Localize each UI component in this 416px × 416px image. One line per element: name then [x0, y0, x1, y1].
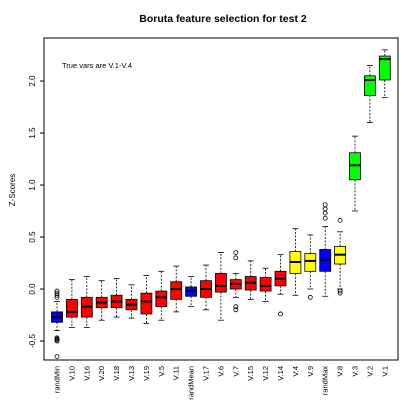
- x-category-label: V.10: [67, 366, 76, 381]
- box-V.17: [200, 264, 212, 311]
- y-tick-label: 1.5: [28, 127, 37, 139]
- box-body: [214, 272, 227, 293]
- box-V.5: [155, 270, 168, 321]
- box-body: [363, 75, 376, 96]
- y-axis: -0.5 0.0 0.5 1.0 1.5 2.0: [28, 75, 44, 348]
- y-tick-label: 0.0: [28, 283, 37, 295]
- x-category-label: randMin: [53, 366, 62, 393]
- y-tick-label: 2.0: [28, 75, 37, 87]
- outlier-point: [233, 250, 239, 256]
- x-category-label: V.13: [127, 366, 136, 381]
- box-V.8: [334, 217, 347, 296]
- x-axis-category-labels: randMin V.10 V.16 V.20 V.18 V.13 V.19 V.5 V.11 ra…: [53, 366, 390, 400]
- x-category-label: V.12: [261, 366, 270, 381]
- outlier-point: [337, 288, 343, 294]
- outlier-point: [233, 255, 239, 261]
- box-V.4: [289, 228, 302, 296]
- outlier-point: [54, 354, 60, 360]
- y-axis-label: Z-Scores: [8, 174, 17, 206]
- x-category-label: V.15: [246, 366, 255, 381]
- x-category-label: V.18: [112, 366, 121, 381]
- box-body: [378, 55, 391, 81]
- box-V.14: [274, 254, 287, 317]
- x-category-label: V.5: [157, 366, 166, 377]
- box-body: [170, 281, 183, 300]
- y-tick-label: 1.0: [28, 179, 37, 191]
- x-category-label: V.20: [97, 366, 106, 381]
- box-V.13: [125, 284, 138, 319]
- outlier-point: [278, 311, 283, 317]
- box-randMin: [51, 288, 63, 360]
- x-category-label: V.19: [142, 366, 151, 381]
- box-V.3: [349, 135, 361, 212]
- x-category-label: V.14: [276, 366, 285, 381]
- outlier-point: [233, 307, 239, 313]
- box-V.7: [229, 250, 242, 313]
- box-body: [349, 152, 361, 181]
- box-body: [304, 253, 317, 272]
- outlier-point: [322, 210, 328, 216]
- x-category-label: V.9: [306, 366, 315, 377]
- box-body: [155, 290, 168, 308]
- box-body: [259, 277, 272, 292]
- box-V.11: [170, 265, 183, 313]
- box-V.20: [95, 280, 108, 321]
- outlier-point: [322, 215, 328, 221]
- y-tick-label: -0.5: [28, 334, 37, 348]
- box-V.19: [140, 275, 153, 324]
- box-V.12: [259, 267, 272, 302]
- box-randMean: [185, 276, 198, 308]
- box-V.15: [244, 260, 257, 300]
- box-V.16: [80, 276, 93, 328]
- x-category-label: V.6: [216, 366, 225, 377]
- x-category-label: V.4: [291, 366, 300, 377]
- x-category-label: V.16: [82, 366, 91, 381]
- box-V.9: [304, 234, 317, 300]
- outlier-point: [54, 338, 60, 344]
- chart-title: Boruta feature selection for test 2: [139, 13, 307, 25]
- box-V.6: [214, 252, 227, 321]
- box-V.18: [110, 278, 123, 318]
- x-category-label: V.11: [172, 366, 181, 380]
- outlier-point: [233, 304, 239, 310]
- outlier-point: [54, 294, 60, 300]
- plot-frame: [43, 37, 399, 361]
- outlier-point: [337, 290, 343, 296]
- x-category-label: V.7: [231, 366, 240, 377]
- box-V.1: [378, 49, 391, 99]
- box-randMax: [319, 202, 332, 297]
- box-V.2: [363, 65, 376, 123]
- box-V.10: [66, 279, 78, 328]
- y-tick-label: 0.5: [28, 231, 37, 243]
- outlier-point: [307, 294, 313, 300]
- box-body: [66, 298, 78, 318]
- x-category-label: V.2: [365, 366, 374, 377]
- outlier-point: [54, 292, 60, 298]
- x-category-label: V.3: [351, 366, 360, 377]
- true-vars-annotation: True vars are V.1-V.4: [62, 61, 132, 70]
- box-body: [140, 292, 153, 315]
- x-category-label: randMax: [321, 366, 330, 395]
- x-category-label: V.8: [336, 366, 345, 377]
- outlier-point: [322, 202, 328, 208]
- x-category-label: V.1: [380, 366, 389, 377]
- box-series: [51, 49, 391, 360]
- x-category-label: V.17: [202, 366, 211, 381]
- outlier-point: [322, 206, 328, 212]
- outlier-point: [337, 217, 343, 223]
- x-category-label: randMean: [187, 366, 196, 400]
